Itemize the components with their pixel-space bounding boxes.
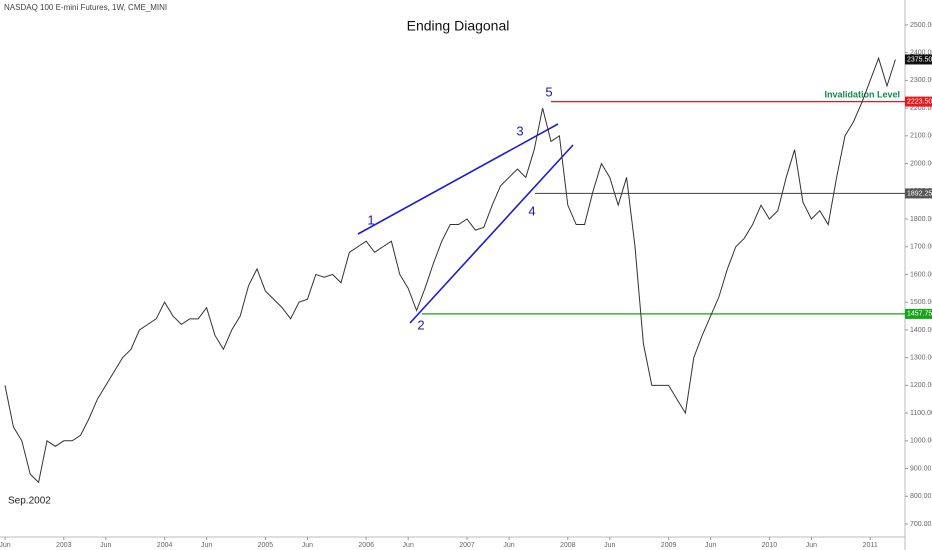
y-tick-label: 2500.00 [910, 22, 932, 29]
wave-label: 3 [516, 123, 523, 138]
x-tick-label: 2009 [661, 542, 677, 549]
y-tick-label: 1500.00 [910, 299, 932, 306]
price-line [4, 56, 896, 484]
x-tick-label: Jun [705, 542, 716, 549]
price-tag [905, 188, 932, 199]
trend-line [409, 144, 574, 324]
y-tick-label: 2300.00 [910, 77, 932, 84]
annotation: Sep.2002 [8, 496, 51, 507]
x-tick-label: 2003 [56, 542, 72, 549]
x-tick-label: Jun [100, 542, 111, 549]
x-tick-label: Jun [403, 542, 414, 549]
price-tag-label: 1892.25 [907, 190, 932, 197]
chart-title: Ending Diagonal [407, 18, 510, 34]
price-tag-label: 1457.75 [907, 311, 932, 318]
last-price-label: 2375.50 [907, 56, 932, 63]
price-tag-label: 2223.50 [907, 98, 932, 105]
y-tick-label: 1400.00 [910, 327, 932, 334]
trend-line [357, 123, 559, 235]
price-tag [905, 96, 932, 107]
y-tick-label: 1000.00 [910, 438, 932, 445]
y-tick-label: 1800.00 [910, 216, 932, 223]
y-tick-label: 1600.00 [910, 271, 932, 278]
y-tick-label: 1100.00 [910, 410, 932, 417]
y-tick-label: 800.00 [910, 493, 932, 500]
x-tick-label: Jun [302, 542, 313, 549]
x-tick-label: 2004 [157, 542, 173, 549]
x-tick-label: 2005 [258, 542, 274, 549]
y-tick-label: 1200.00 [910, 382, 932, 389]
y-tick-label: 2200.00 [910, 105, 932, 112]
y-tick-label: 1300.00 [910, 354, 932, 361]
x-tick-label: 2011 [863, 542, 878, 549]
y-tick-label: 700.00 [910, 521, 932, 528]
y-tick-label: 1700.00 [910, 244, 932, 251]
x-tick-label: 2006 [358, 542, 374, 549]
wave-label: 1 [367, 212, 374, 227]
price-tag [905, 308, 932, 319]
y-tick-label: 2100.00 [910, 133, 932, 140]
wave-label: 5 [545, 84, 552, 99]
y-tick-label: 2400.00 [910, 50, 932, 57]
x-tick-label: Jun [806, 542, 817, 549]
x-tick-label: Jun [0, 542, 11, 549]
wave-label: 2 [417, 317, 424, 332]
annotation: Invalidation Level [824, 89, 900, 99]
wave-label: 4 [528, 203, 535, 218]
x-tick-label: 2010 [762, 542, 778, 549]
x-tick-label: 2008 [560, 542, 576, 549]
x-tick-label: Jun [604, 542, 615, 549]
last-price-tag [905, 54, 932, 65]
y-tick-label: 2000.00 [910, 160, 932, 167]
chart-header: NASDAQ 100 E-mini Futures, 1W, CME_MINI [4, 3, 167, 12]
x-tick-label: Jun [201, 542, 212, 549]
y-tick-label: 900.00 [910, 465, 932, 472]
x-tick-label: Jun [503, 542, 514, 549]
x-tick-label: 2007 [459, 542, 475, 549]
